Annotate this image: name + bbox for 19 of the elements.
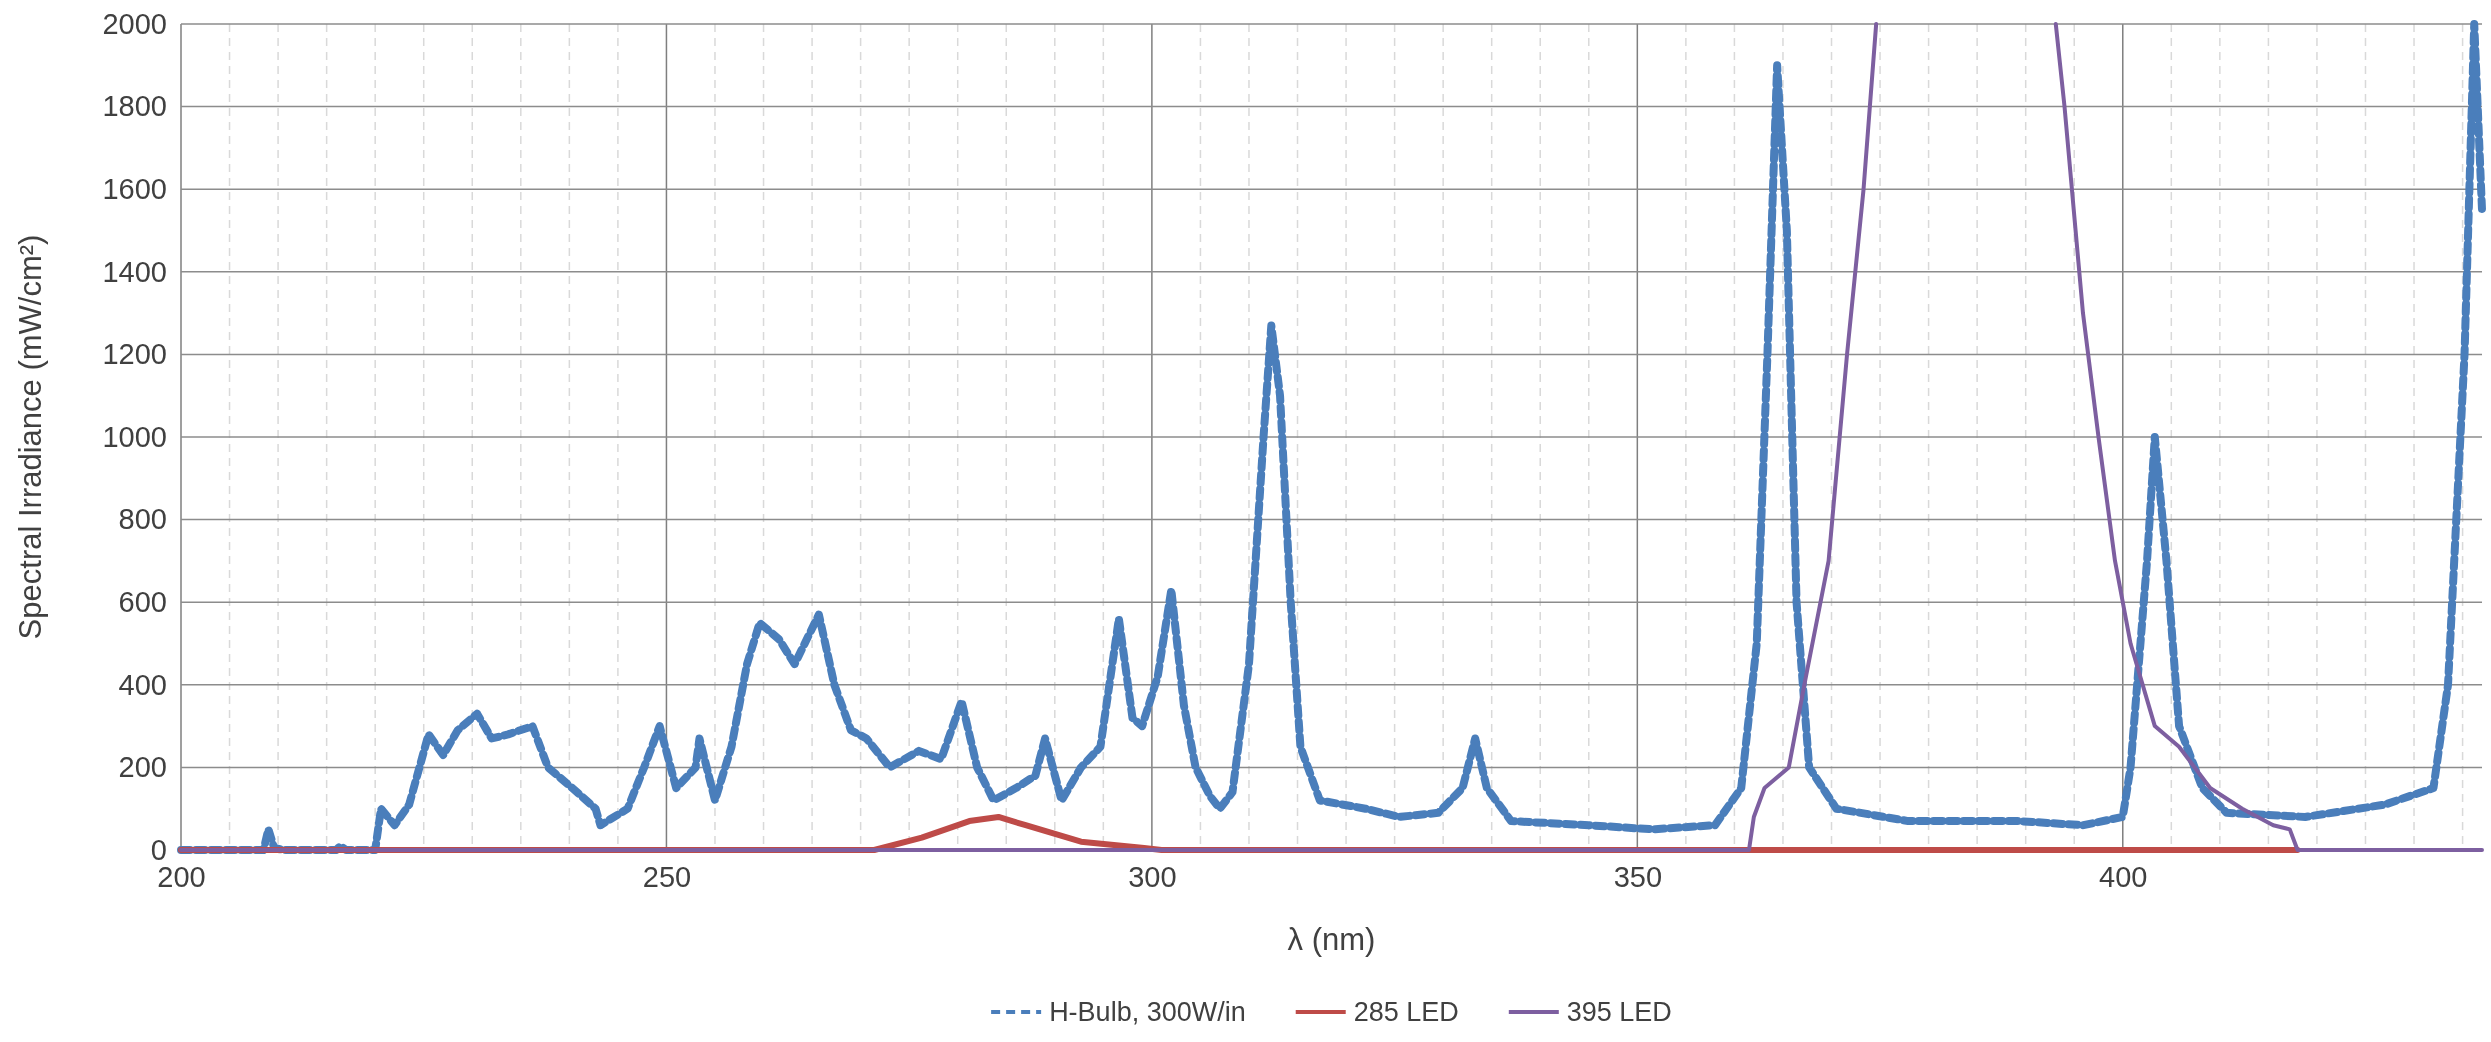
x-tick-label: 300 bbox=[1128, 860, 1177, 893]
y-tick-label: 400 bbox=[118, 668, 167, 701]
y-tick-label: 1000 bbox=[102, 420, 167, 453]
y-tick-label: 1800 bbox=[102, 90, 167, 123]
y-tick-label: 600 bbox=[118, 585, 167, 618]
x-tick-label: 350 bbox=[1613, 860, 1663, 893]
y-tick-label: 200 bbox=[118, 751, 167, 784]
legend-label: 285 LED bbox=[1353, 997, 1459, 1027]
legend-label: H-Bulb, 300W/in bbox=[1049, 997, 1246, 1027]
y-tick-label: 1200 bbox=[102, 338, 167, 371]
x-tick-label: 400 bbox=[2099, 860, 2148, 893]
y-tick-label: 800 bbox=[118, 503, 167, 536]
x-axis-title: λ (nm) bbox=[1287, 922, 1376, 957]
y-tick-label: 1400 bbox=[102, 255, 167, 288]
x-tick-label: 250 bbox=[642, 860, 692, 893]
legend-label: 395 LED bbox=[1566, 997, 1672, 1027]
y-tick-label: 2000 bbox=[102, 7, 167, 40]
y-tick-label: 1600 bbox=[102, 172, 167, 205]
y-axis-title: Spectral Irradiance (mW/cm²) bbox=[13, 234, 48, 640]
